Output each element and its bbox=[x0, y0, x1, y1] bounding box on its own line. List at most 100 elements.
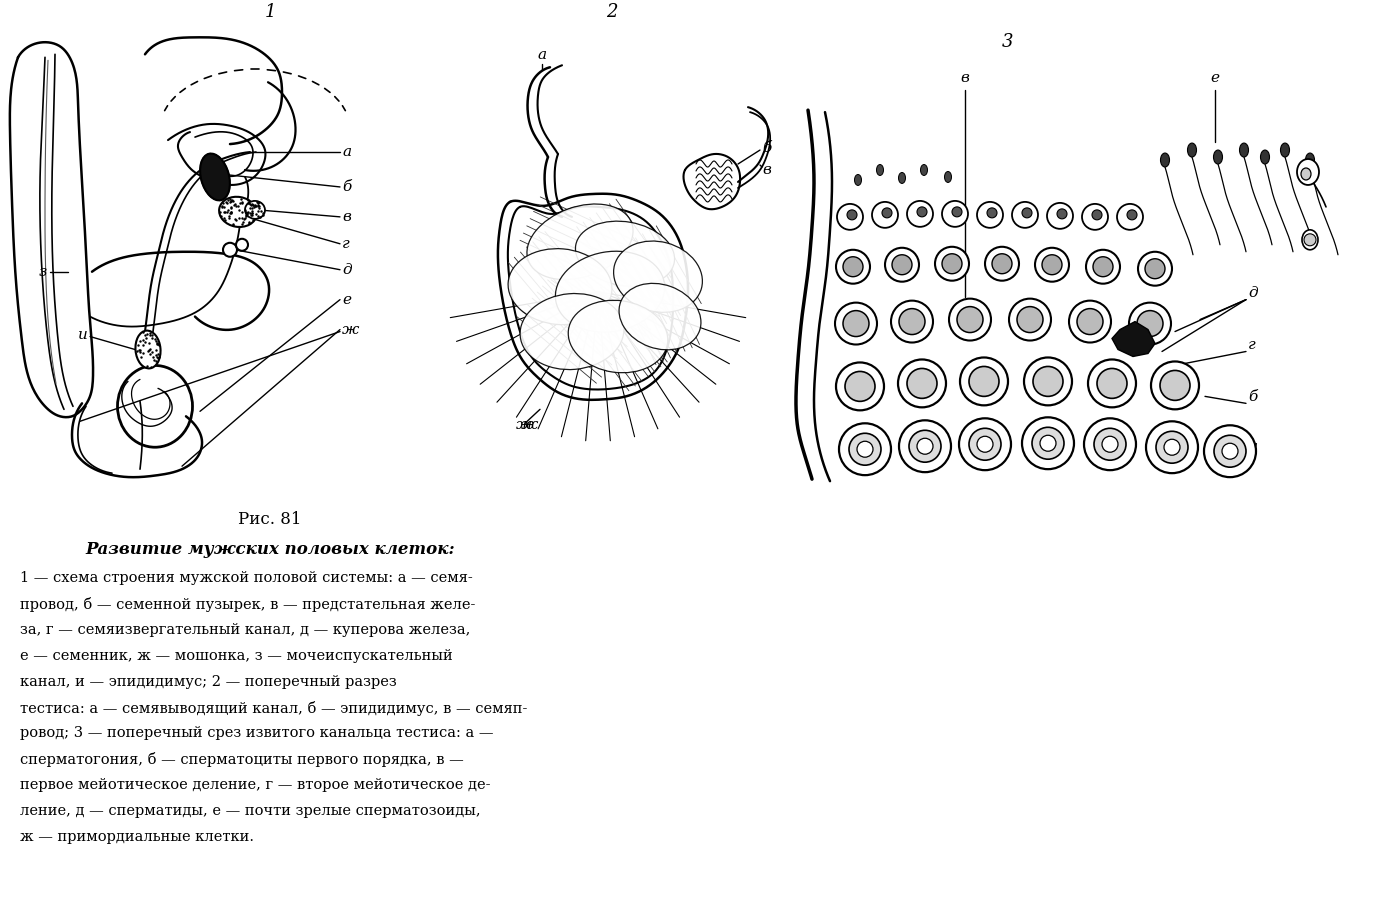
Circle shape bbox=[1205, 425, 1256, 477]
Ellipse shape bbox=[855, 175, 862, 186]
Circle shape bbox=[976, 436, 993, 452]
Text: б: б bbox=[1247, 390, 1257, 405]
Circle shape bbox=[1033, 367, 1064, 396]
Text: 1 — схема строения мужской половой системы: а — семя-: 1 — схема строения мужской половой систе… bbox=[19, 570, 473, 585]
Text: г: г bbox=[1247, 338, 1256, 353]
Text: в: в bbox=[961, 71, 969, 85]
Circle shape bbox=[1093, 210, 1102, 220]
Circle shape bbox=[1304, 234, 1317, 246]
Ellipse shape bbox=[921, 164, 928, 176]
Circle shape bbox=[1047, 203, 1073, 229]
Ellipse shape bbox=[201, 153, 230, 200]
Text: д: д bbox=[1247, 285, 1257, 300]
Circle shape bbox=[958, 418, 1011, 470]
Text: сперматогония, б — сперматоциты первого порядка, в —: сперматогония, б — сперматоциты первого … bbox=[19, 753, 463, 768]
Circle shape bbox=[236, 239, 248, 251]
Text: д: д bbox=[342, 263, 351, 276]
Circle shape bbox=[1151, 361, 1199, 409]
Circle shape bbox=[1093, 257, 1113, 276]
Ellipse shape bbox=[556, 251, 665, 332]
Circle shape bbox=[1147, 422, 1198, 473]
Text: тестиса: а — семявыводящий канал, б — эпидидимус, в — семяп-: тестиса: а — семявыводящий канал, б — эп… bbox=[19, 701, 527, 716]
Circle shape bbox=[846, 210, 857, 220]
Circle shape bbox=[1017, 307, 1043, 333]
Text: з: з bbox=[39, 265, 47, 279]
Circle shape bbox=[907, 201, 934, 227]
Text: Рис. 81: Рис. 81 bbox=[238, 511, 301, 528]
Text: 1: 1 bbox=[264, 4, 275, 22]
Ellipse shape bbox=[508, 248, 611, 325]
Circle shape bbox=[835, 302, 877, 344]
Text: и: и bbox=[77, 327, 89, 342]
Circle shape bbox=[899, 309, 925, 335]
Circle shape bbox=[1102, 436, 1117, 452]
Circle shape bbox=[1041, 255, 1062, 274]
Circle shape bbox=[849, 433, 881, 466]
Circle shape bbox=[992, 254, 1012, 274]
Ellipse shape bbox=[136, 331, 160, 369]
Circle shape bbox=[1022, 417, 1075, 469]
Circle shape bbox=[1057, 209, 1068, 219]
Ellipse shape bbox=[945, 171, 952, 182]
Text: за, г — семяизвергательный канал, д — куперова железа,: за, г — семяизвергательный канал, д — ку… bbox=[19, 623, 470, 637]
Circle shape bbox=[1012, 202, 1039, 228]
Circle shape bbox=[1138, 252, 1171, 285]
Text: в: в bbox=[762, 163, 770, 177]
Circle shape bbox=[909, 431, 940, 462]
Circle shape bbox=[844, 310, 869, 336]
Text: 3: 3 bbox=[1003, 33, 1014, 51]
Circle shape bbox=[1069, 300, 1111, 343]
Text: ление, д — сперматиды, е — почти зрелые сперматозоиды,: ление, д — сперматиды, е — почти зрелые … bbox=[19, 805, 481, 818]
Circle shape bbox=[1117, 204, 1142, 230]
Text: в: в bbox=[342, 210, 351, 224]
Circle shape bbox=[885, 248, 918, 282]
Text: ж: ж bbox=[521, 418, 539, 432]
Circle shape bbox=[949, 299, 992, 341]
Circle shape bbox=[952, 207, 963, 217]
Circle shape bbox=[873, 202, 898, 228]
Circle shape bbox=[960, 358, 1008, 405]
Text: 2: 2 bbox=[606, 4, 618, 22]
Circle shape bbox=[845, 371, 875, 401]
Ellipse shape bbox=[1301, 230, 1318, 249]
Circle shape bbox=[835, 362, 884, 410]
Ellipse shape bbox=[1213, 150, 1223, 164]
Circle shape bbox=[1214, 435, 1246, 467]
Circle shape bbox=[835, 249, 870, 283]
Circle shape bbox=[892, 255, 911, 274]
Ellipse shape bbox=[527, 204, 633, 280]
Circle shape bbox=[1086, 249, 1120, 283]
Ellipse shape bbox=[118, 365, 192, 448]
Circle shape bbox=[844, 257, 863, 276]
Text: ж: ж bbox=[516, 418, 534, 432]
Circle shape bbox=[1145, 258, 1164, 279]
Circle shape bbox=[1137, 310, 1163, 336]
Ellipse shape bbox=[1188, 143, 1196, 157]
Ellipse shape bbox=[575, 222, 675, 286]
Ellipse shape bbox=[614, 241, 703, 312]
Text: б: б bbox=[762, 141, 772, 155]
Circle shape bbox=[899, 421, 952, 472]
Circle shape bbox=[1156, 431, 1188, 463]
Circle shape bbox=[969, 428, 1001, 460]
Circle shape bbox=[1160, 370, 1189, 400]
Ellipse shape bbox=[1160, 153, 1170, 167]
Text: ровод; 3 — поперечный срез извитого канальца тестиса: а —: ровод; 3 — поперечный срез извитого кана… bbox=[19, 727, 494, 740]
Ellipse shape bbox=[568, 300, 668, 373]
Text: канал, и — эпидидимус; 2 — поперечный разрез: канал, и — эпидидимус; 2 — поперечный ра… bbox=[19, 675, 397, 689]
Circle shape bbox=[839, 423, 891, 475]
Circle shape bbox=[1022, 208, 1032, 218]
Text: е: е bbox=[1210, 71, 1220, 85]
Ellipse shape bbox=[877, 164, 884, 176]
Circle shape bbox=[1077, 309, 1104, 335]
Text: е: е bbox=[342, 292, 351, 307]
Ellipse shape bbox=[1306, 153, 1314, 167]
Polygon shape bbox=[1112, 322, 1155, 356]
Ellipse shape bbox=[219, 196, 257, 227]
Text: г: г bbox=[342, 237, 350, 251]
Circle shape bbox=[942, 201, 968, 227]
Circle shape bbox=[1088, 360, 1135, 407]
Circle shape bbox=[882, 208, 892, 218]
Circle shape bbox=[976, 202, 1003, 228]
Circle shape bbox=[1084, 418, 1135, 470]
